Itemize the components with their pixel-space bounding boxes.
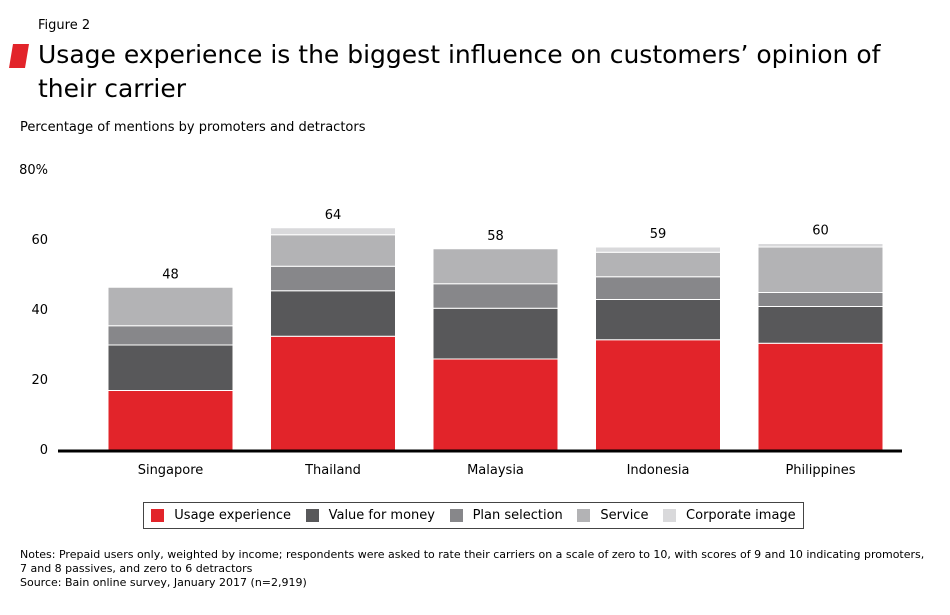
stacked-bar-chart: 0 20 40 60 80% 48 Singapore 64 Thailand 58 Malaysi…	[19, 163, 902, 478]
legend-swatch-corporate	[663, 509, 677, 522]
total-label-singapore: 48	[162, 267, 179, 282]
bar-segment-usage-singapore	[107, 390, 234, 451]
legend-swatch-value	[305, 509, 319, 522]
y-tick-label-0: 0	[40, 443, 48, 458]
y-tick-label-1: 20	[31, 373, 48, 388]
total-label-malaysia: 58	[487, 229, 504, 244]
bar-segment-plan-thailand	[270, 265, 396, 292]
legend-item-value: Value for money	[305, 508, 435, 523]
legend-item-usage: Usage experience	[151, 508, 291, 523]
bar-segment-plan-indonesia	[595, 276, 721, 300]
y-tick-label-3: 60	[31, 233, 48, 248]
bar-segment-usage-indonesia	[595, 339, 721, 451]
bar-segment-usage-thailand	[270, 335, 396, 451]
x-tick-label-malaysia: Malaysia	[467, 463, 524, 478]
chart-subtitle: Percentage of mentions by promoters and …	[20, 120, 366, 135]
bar-segment-usage-philippines	[757, 342, 884, 451]
bar-segment-corporate-thailand	[270, 227, 396, 236]
y-tick-label-2: 40	[31, 303, 48, 318]
figure-label: Figure 2	[38, 18, 91, 33]
legend-swatch-usage	[151, 509, 165, 522]
bar-segment-service-philippines	[757, 246, 884, 293]
notes-line-2: 7 and 8 passives, and zero to 6 detracto…	[20, 562, 253, 575]
legend-label-corporate: Corporate image	[686, 508, 796, 523]
bar-segment-plan-philippines	[757, 292, 884, 307]
legend-label-plan: Plan selection	[472, 508, 563, 523]
legend-item-corporate: Corporate image	[663, 508, 796, 523]
legend-item-plan: Plan selection	[449, 508, 563, 523]
bar-segment-value-philippines	[757, 306, 884, 344]
total-label-philippines: 60	[812, 224, 829, 239]
legend-item-service: Service	[577, 508, 648, 523]
x-tick-label-singapore: Singapore	[138, 463, 204, 478]
bar-segment-value-singapore	[107, 344, 234, 391]
bar-segment-plan-malaysia	[432, 283, 559, 309]
chart-title: Usage experience is the biggest influenc…	[38, 40, 881, 103]
total-label-thailand: 64	[325, 208, 342, 223]
legend-swatch-service	[577, 509, 591, 522]
bar-segment-corporate-philippines	[757, 243, 884, 248]
bar-segment-corporate-indonesia	[595, 246, 721, 253]
bar-segment-service-indonesia	[595, 251, 721, 278]
x-tick-label-philippines: Philippines	[785, 463, 855, 478]
legend-swatch-plan	[449, 509, 463, 522]
chart-legend: Usage experience Value for money Plan se…	[143, 502, 804, 529]
legend-label-value: Value for money	[328, 508, 435, 523]
legend-label-usage: Usage experience	[174, 508, 291, 523]
x-tick-label-thailand: Thailand	[304, 463, 361, 478]
chart-notes: Notes: Prepaid users only, weighted by i…	[20, 548, 935, 590]
bar-segment-service-thailand	[270, 234, 396, 267]
title-marker-icon	[9, 44, 29, 68]
bar-segment-service-malaysia	[432, 248, 559, 285]
bar-segment-value-indonesia	[595, 299, 721, 341]
bar-segment-service-singapore	[107, 286, 234, 327]
total-label-indonesia: 59	[650, 227, 667, 242]
x-tick-label-indonesia: Indonesia	[627, 463, 690, 478]
y-tick-label-4: 80%	[19, 163, 48, 178]
bar-segment-value-malaysia	[432, 307, 559, 360]
notes-source: Source: Bain online survey, January 2017…	[20, 576, 307, 589]
legend-label-service: Service	[600, 508, 649, 523]
notes-line-1: Notes: Prepaid users only, weighted by i…	[20, 548, 925, 561]
bar-segment-value-thailand	[270, 290, 396, 337]
bar-segment-plan-singapore	[107, 325, 234, 346]
bar-segment-usage-malaysia	[432, 358, 559, 451]
